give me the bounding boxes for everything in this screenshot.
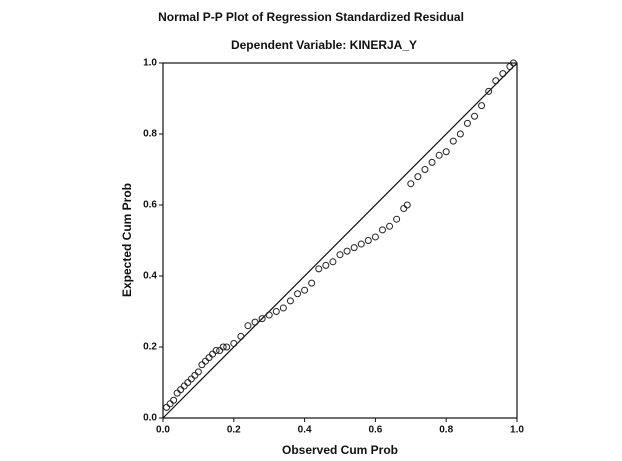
point	[442, 148, 450, 156]
point	[191, 371, 199, 379]
point	[219, 343, 227, 351]
point	[456, 130, 464, 138]
point	[315, 265, 323, 273]
y-tick-label: 0.4	[143, 271, 157, 282]
point	[265, 311, 273, 319]
point	[478, 102, 486, 110]
point	[393, 215, 401, 223]
y-axis-label: Expected Cum Prob	[120, 183, 134, 297]
point	[184, 379, 192, 386]
point	[230, 339, 238, 347]
x-tick-label: 0.0	[156, 425, 170, 436]
point	[435, 151, 443, 159]
point	[173, 389, 181, 397]
point	[294, 290, 302, 298]
point	[272, 308, 280, 315]
y-tick-label: 1.0	[143, 58, 157, 69]
point	[308, 279, 316, 287]
point	[205, 354, 213, 362]
x-tick-label: 0.2	[227, 425, 241, 436]
point	[216, 347, 224, 355]
point	[209, 350, 217, 358]
point	[201, 357, 209, 365]
point	[428, 158, 436, 166]
y-tick-label: 0.2	[143, 342, 157, 353]
point	[170, 396, 178, 404]
point	[471, 112, 479, 120]
point	[364, 237, 372, 244]
point	[329, 258, 337, 266]
point	[251, 318, 259, 326]
x-tick-label: 0.6	[368, 425, 382, 436]
point	[212, 347, 220, 355]
point	[301, 286, 309, 294]
point	[371, 233, 379, 241]
point	[194, 368, 202, 376]
point	[244, 322, 252, 330]
point	[485, 87, 493, 95]
chart-subtitle: Dependent Variable: KINERJA_Y	[231, 38, 417, 52]
point	[509, 59, 517, 67]
y-tick-label: 0.0	[143, 413, 157, 424]
point	[166, 400, 174, 408]
point	[421, 166, 429, 173]
point	[187, 375, 195, 383]
point	[343, 247, 351, 255]
point	[449, 137, 457, 145]
point	[403, 201, 411, 209]
point	[198, 361, 206, 369]
point	[463, 119, 471, 127]
x-axis-label: Observed Cum Prob	[282, 443, 398, 457]
x-tick-label: 1.0	[510, 425, 524, 436]
point	[407, 180, 415, 188]
point	[279, 304, 287, 312]
point	[180, 382, 188, 390]
point	[499, 70, 507, 78]
point	[258, 315, 266, 323]
point	[350, 244, 358, 252]
point	[163, 403, 171, 411]
point	[357, 240, 365, 248]
point	[492, 77, 500, 85]
x-tick-label: 0.8	[439, 425, 453, 436]
point	[223, 343, 231, 351]
y-tick-label: 0.6	[143, 200, 157, 211]
point	[336, 251, 344, 259]
point	[400, 205, 408, 213]
point	[414, 173, 422, 181]
chart-title: Normal P-P Plot of Regression Standardiz…	[158, 10, 464, 24]
point	[322, 261, 330, 269]
plot-frame	[162, 62, 518, 419]
point	[378, 226, 386, 234]
y-tick-label: 0.8	[143, 129, 157, 140]
point	[386, 222, 394, 230]
point	[237, 332, 245, 340]
point	[286, 297, 294, 305]
point	[506, 63, 514, 71]
reference-line	[162, 62, 518, 419]
x-tick-label: 0.4	[298, 425, 312, 436]
point	[177, 386, 185, 394]
